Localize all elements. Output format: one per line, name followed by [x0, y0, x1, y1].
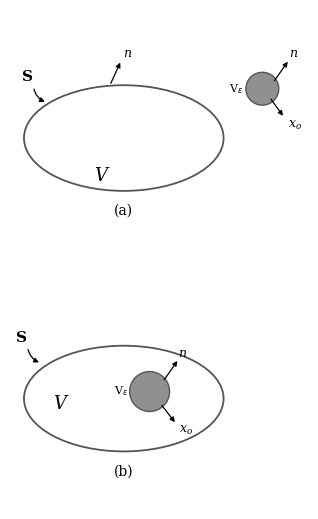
Text: (a): (a) — [114, 204, 133, 218]
Circle shape — [246, 72, 279, 105]
Text: V: V — [53, 395, 66, 414]
Text: V$_\varepsilon$: V$_\varepsilon$ — [114, 385, 128, 399]
Circle shape — [130, 372, 169, 412]
Text: (b): (b) — [114, 465, 134, 479]
Text: n: n — [123, 47, 131, 60]
Text: x$_\mathregular{o}$: x$_\mathregular{o}$ — [179, 424, 193, 437]
Text: S: S — [22, 70, 33, 84]
Text: V$_\varepsilon$: V$_\varepsilon$ — [229, 82, 244, 95]
Text: x$_\mathregular{o}$: x$_\mathregular{o}$ — [288, 118, 302, 132]
Text: S: S — [16, 331, 27, 345]
Text: V: V — [94, 167, 107, 185]
Text: n: n — [178, 347, 186, 360]
Text: n: n — [289, 47, 297, 60]
